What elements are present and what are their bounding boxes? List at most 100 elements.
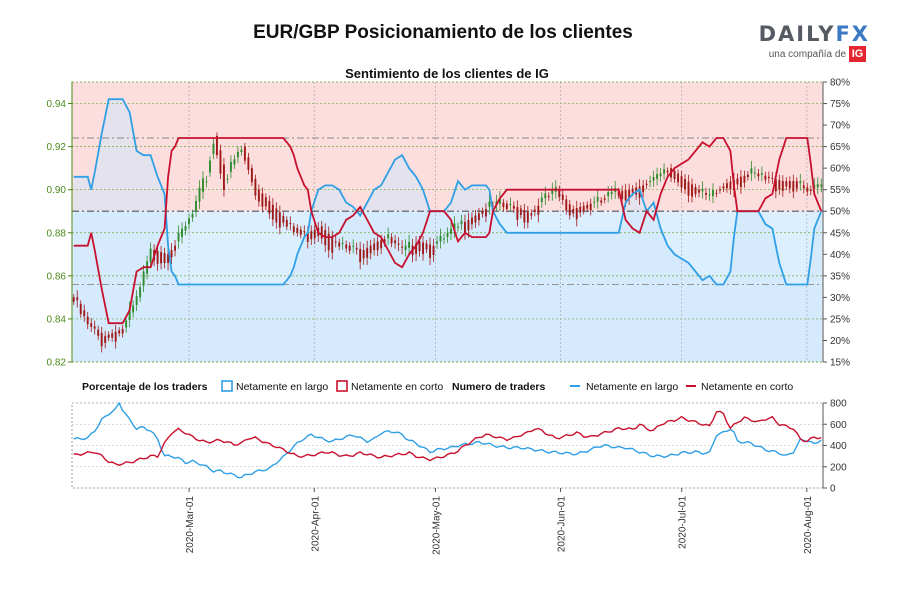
candle-up <box>816 183 819 188</box>
y-right-tick-label: 65% <box>830 142 850 153</box>
candle-down <box>642 185 645 193</box>
candle-down <box>572 209 575 214</box>
candle-down <box>121 328 124 334</box>
candle-down <box>390 237 393 244</box>
candle-up <box>753 172 756 174</box>
candle-down <box>631 188 634 193</box>
candle-down <box>757 173 760 177</box>
candle-down <box>93 326 96 329</box>
candle-up <box>551 189 554 194</box>
candle-up <box>408 242 411 248</box>
x-tick-label: 2020-Mar-01 <box>185 496 196 554</box>
candle-down <box>603 198 606 200</box>
candle-down <box>806 187 809 192</box>
candle-down <box>355 247 358 250</box>
candle-down <box>792 181 795 192</box>
y-right-tick-label: 40% <box>830 250 850 261</box>
candle-down <box>90 323 93 327</box>
traders-long-line <box>73 401 822 479</box>
candle-up <box>607 192 610 197</box>
chart-title: EUR/GBP Posicionamiento de los clientes <box>253 22 633 43</box>
candle-down <box>383 239 386 244</box>
net-long-pct-line <box>73 98 823 286</box>
candle-down <box>767 176 770 179</box>
legend-num-long-label: Netamente en largo <box>586 381 678 393</box>
candle-up <box>181 228 183 238</box>
y-left-tick-label: 0.82 <box>47 358 67 369</box>
y-right-tick-label: 35% <box>830 271 850 282</box>
candle-down <box>464 222 466 233</box>
candle-down <box>216 135 218 156</box>
candle-down <box>289 223 292 225</box>
candle-up <box>202 178 204 192</box>
candle-up <box>229 162 232 172</box>
candle-down <box>254 178 257 196</box>
candle-down <box>310 231 313 240</box>
candle-down <box>561 194 564 200</box>
y-right-tick-label: 15% <box>830 358 850 369</box>
candle-down <box>809 189 812 192</box>
candle-down <box>348 245 351 251</box>
candle-down <box>76 297 79 301</box>
candle-up <box>436 241 438 244</box>
bottom-y-tick-label: 800 <box>830 399 847 410</box>
candle-down <box>523 210 526 223</box>
candle-down <box>306 232 309 242</box>
candle-up <box>460 220 463 225</box>
bottom-y-tick-label: 600 <box>830 420 847 431</box>
y-right-tick-label: 55% <box>830 185 850 196</box>
candle-down <box>380 240 383 249</box>
candle-down <box>167 254 170 263</box>
candle-up <box>453 223 456 231</box>
candle-down <box>170 250 173 258</box>
candle-down <box>429 244 431 258</box>
candle-up <box>188 218 190 225</box>
candle-down <box>369 245 372 254</box>
candle-up <box>352 245 355 247</box>
candle-up <box>663 169 666 174</box>
candle-down <box>257 189 260 202</box>
dailyfx-logo: DAILYFX una compañía de IG <box>759 22 870 66</box>
net-short-pct-line <box>73 137 823 325</box>
candle-down <box>481 211 484 215</box>
candle-down <box>275 208 278 223</box>
candle-down <box>376 241 379 251</box>
candle-up <box>135 296 138 305</box>
y-right-tick-label: 20% <box>830 336 850 347</box>
candle-down <box>600 200 603 203</box>
candle-down <box>771 177 774 179</box>
candle-up <box>820 184 823 187</box>
candle-down <box>418 241 421 252</box>
candle-down <box>530 213 533 216</box>
candle-down <box>736 178 739 185</box>
candle-up <box>450 228 452 234</box>
candle-down <box>774 178 777 192</box>
candle-down <box>366 247 369 258</box>
candle-down <box>397 243 400 245</box>
candle-down <box>261 193 264 207</box>
candle-down <box>338 242 341 247</box>
candle-down <box>568 204 571 216</box>
candle-up <box>404 245 407 250</box>
candle-up <box>760 173 763 175</box>
candle-down <box>401 246 404 248</box>
candle-down <box>680 176 683 188</box>
candle-down <box>107 334 110 338</box>
candle-up <box>233 159 236 165</box>
candle-down <box>432 245 435 256</box>
candle-up <box>596 196 599 202</box>
x-tick-label: 2020-Aug-01 <box>803 496 814 554</box>
candle-up <box>205 181 208 183</box>
candle-down <box>537 205 540 215</box>
candle-down <box>320 226 323 239</box>
candle-up <box>128 308 131 320</box>
candle-up <box>457 226 459 228</box>
candle-down <box>764 175 767 180</box>
candle-up <box>701 188 704 192</box>
candle-up <box>712 190 714 197</box>
candle-down <box>425 243 428 250</box>
candle-up <box>544 193 547 199</box>
y-right-tick-label: 30% <box>830 293 850 304</box>
candle-up <box>656 174 659 179</box>
